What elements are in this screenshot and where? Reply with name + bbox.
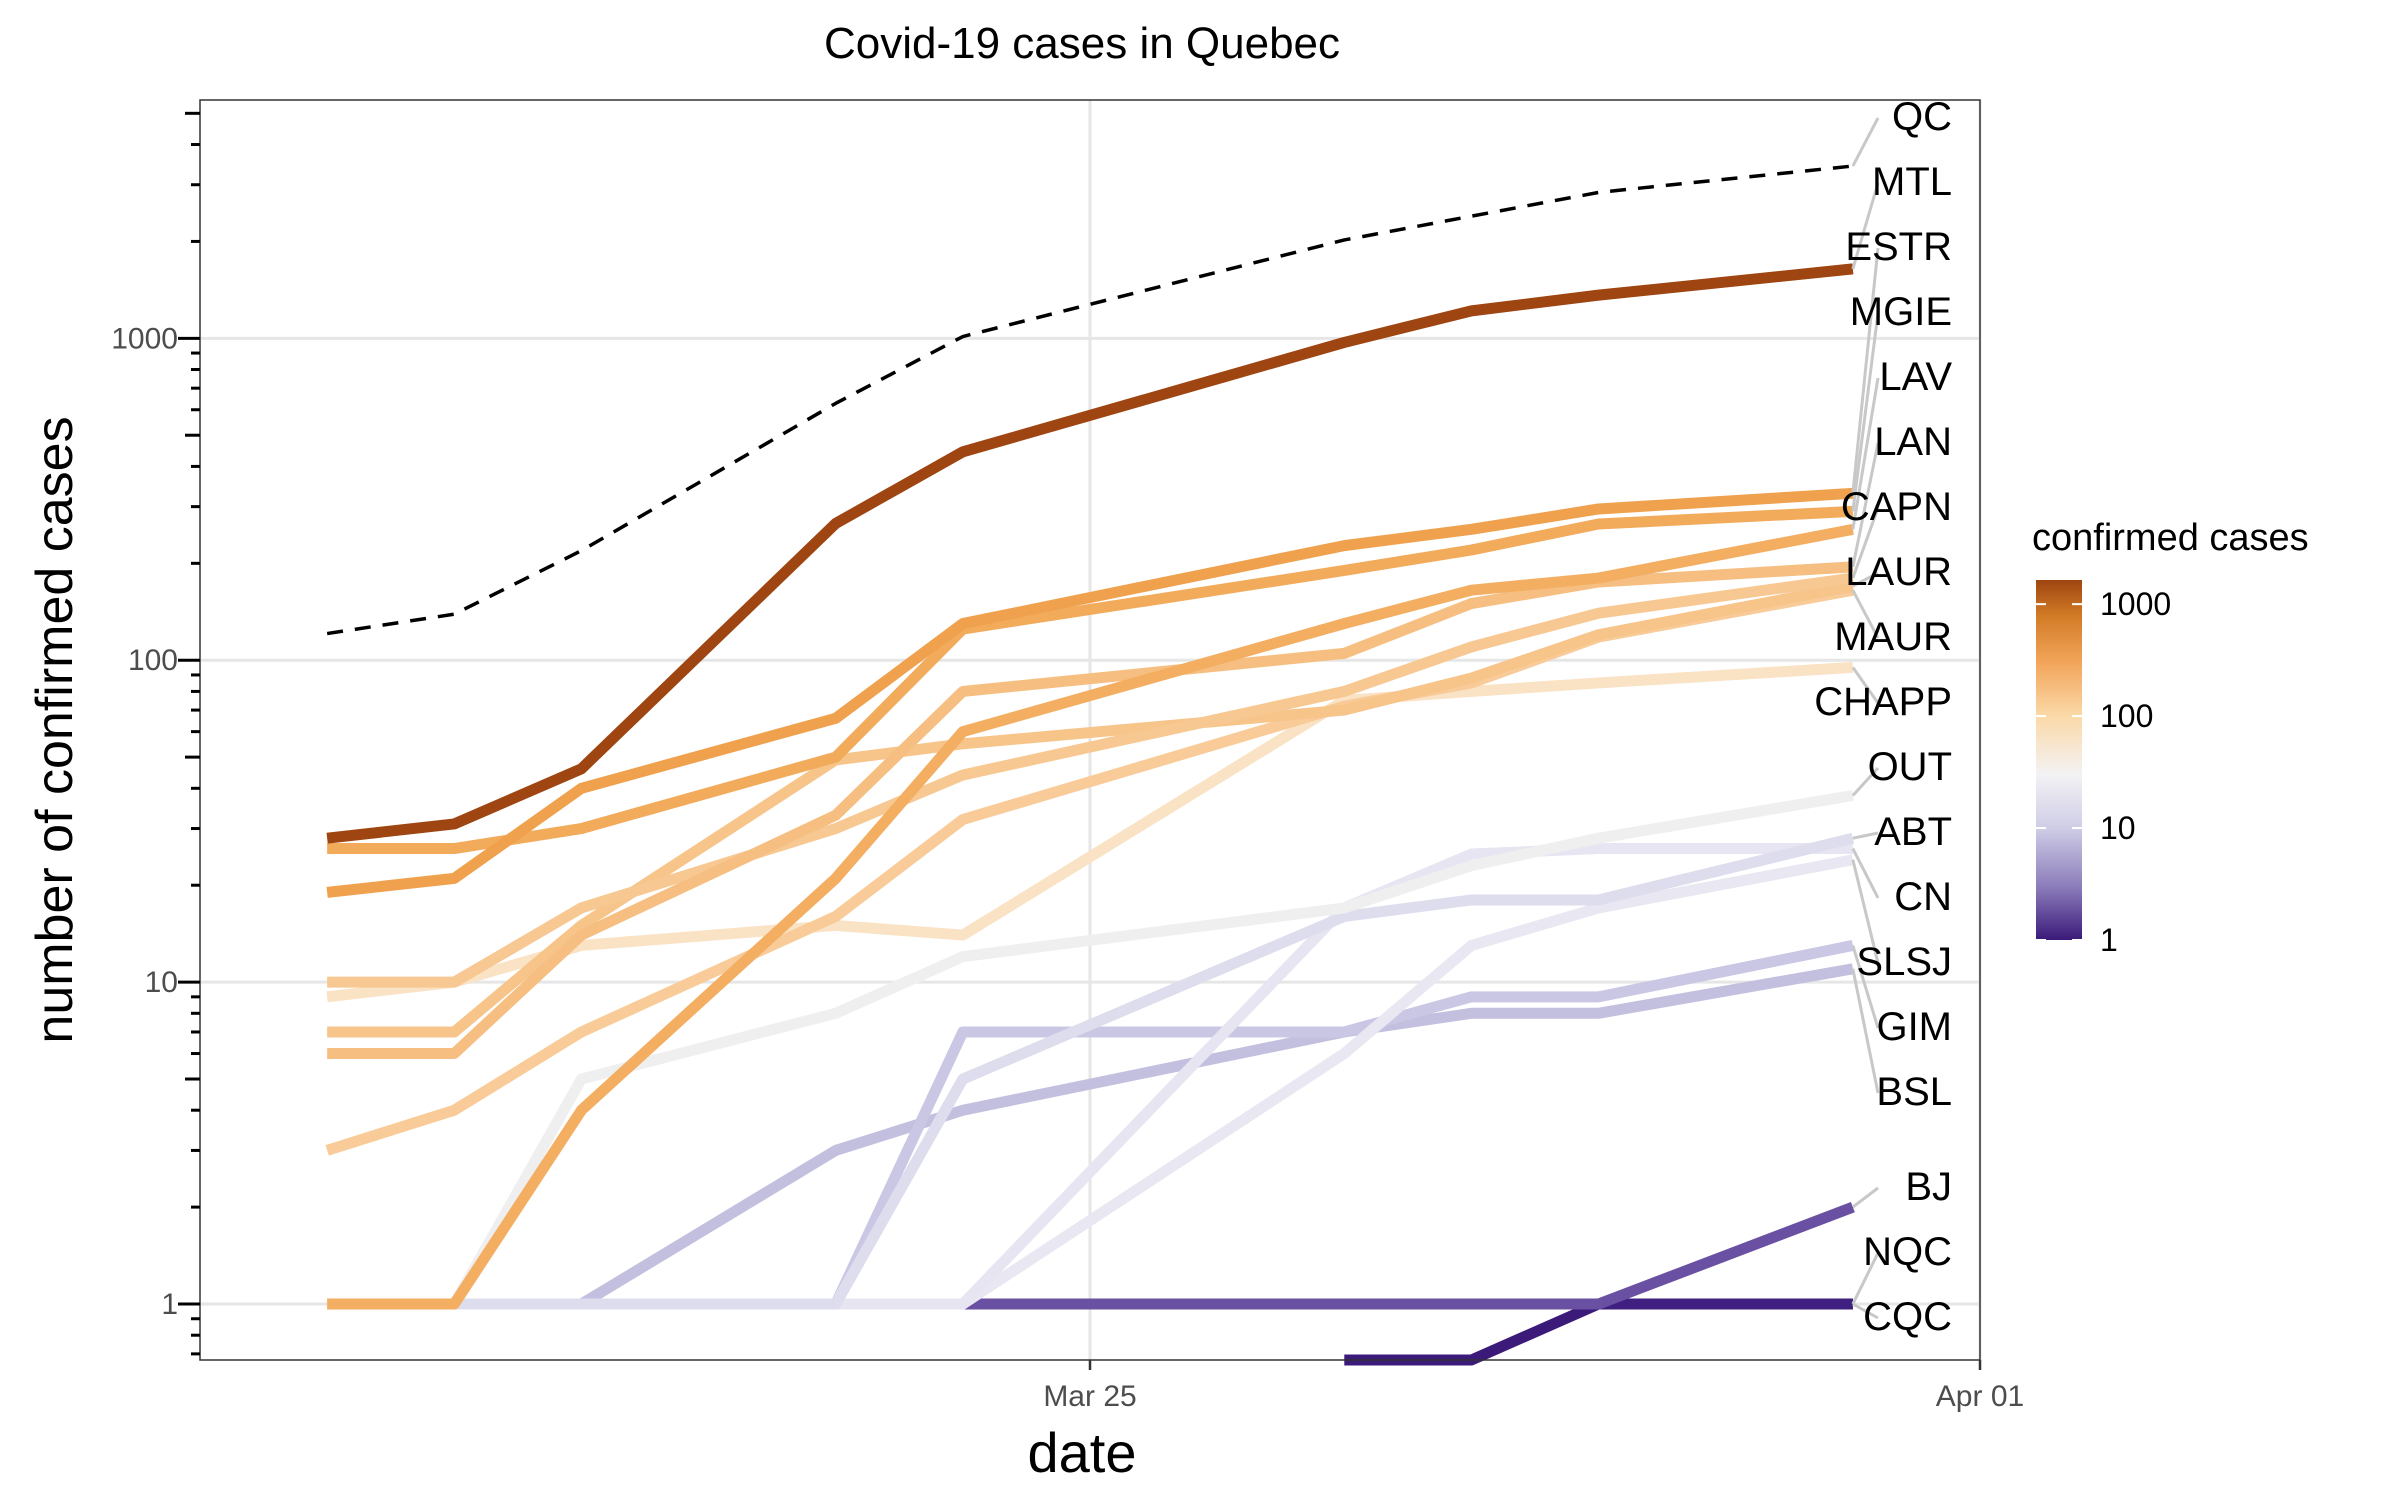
label-leader-lines xyxy=(1851,117,1880,1320)
legend-tick-label: 1000 xyxy=(2100,586,2171,622)
series-labels: QC MTL ESTR MGIE LAV LAN CAPN LAUR MAUR CHAPP OUT A… xyxy=(1814,95,1952,1339)
y-tick-label: 1000 xyxy=(111,322,178,355)
series-line-path xyxy=(326,661,1854,1003)
series-line-path xyxy=(326,164,1854,636)
leader-line xyxy=(1852,831,1879,840)
series-label-estr: ESTR xyxy=(1845,225,1952,269)
leader-line xyxy=(1851,117,1880,167)
legend-tick-label: 1 xyxy=(2100,922,2118,958)
y-tick-label: 100 xyxy=(128,644,178,677)
series-line-path xyxy=(327,561,1854,1060)
series-label-cqc: CQC xyxy=(1863,1295,1952,1339)
series-line-estr xyxy=(326,487,1854,898)
leader-line xyxy=(1851,847,1880,899)
y-tick-label: 1 xyxy=(161,1288,178,1321)
leader-line xyxy=(1851,968,1880,1094)
leader-line xyxy=(1851,442,1880,568)
x-axis: Mar 25 Apr 01 xyxy=(1043,1360,2024,1413)
legend-colorbar: 1000 100 10 1 xyxy=(2036,580,2171,958)
leader-line xyxy=(1852,571,1879,588)
series-label-laur: LAUR xyxy=(1845,550,1952,594)
leader-line xyxy=(1851,1186,1879,1209)
series-label-mtl: MTL xyxy=(1872,160,1952,204)
leader-line xyxy=(1851,377,1880,530)
leader-line xyxy=(1851,589,1880,639)
series-label-slsj: SLSJ xyxy=(1856,940,1952,984)
legend-tick-label: 100 xyxy=(2100,698,2153,734)
series-line-lav xyxy=(327,523,1854,1310)
series-label-mgie: MGIE xyxy=(1850,290,1952,334)
series-label-lan: LAN xyxy=(1874,420,1952,464)
y-axis: 1 10 100 1000 xyxy=(111,111,200,1356)
series-line-capn xyxy=(327,572,1854,988)
leader-line xyxy=(1851,507,1880,579)
x-tick-label: Apr 01 xyxy=(1936,1380,2024,1413)
y-tick-label: 10 xyxy=(145,966,178,999)
series-label-bj: BJ xyxy=(1905,1165,1952,1209)
legend-tick-label: 10 xyxy=(2100,810,2136,846)
series-label-gim: GIM xyxy=(1876,1005,1952,1049)
series-label-nqc: NQC xyxy=(1863,1230,1952,1274)
series-label-qc: QC xyxy=(1892,95,1952,139)
leader-line xyxy=(1851,766,1880,797)
legend-gradient xyxy=(2036,580,2082,940)
series-label-chapp: CHAPP xyxy=(1814,680,1952,724)
leader-line xyxy=(1851,1252,1880,1305)
series-label-bsl: BSL xyxy=(1876,1070,1952,1114)
legend-title: confirmed cases xyxy=(2032,517,2309,559)
series-label-capn: CAPN xyxy=(1841,485,1952,529)
series-line-path xyxy=(327,523,1854,1310)
series-line-laur xyxy=(327,580,1854,1038)
series-line-lan xyxy=(327,561,1854,1060)
series-label-lav: LAV xyxy=(1879,355,1952,399)
series-label-abt: ABT xyxy=(1874,810,1952,854)
leader-line xyxy=(1851,247,1880,494)
series-line-path xyxy=(327,580,1854,1038)
series-label-maur: MAUR xyxy=(1834,615,1952,659)
series-line-qc xyxy=(326,164,1854,636)
leader-line xyxy=(1852,1302,1879,1320)
x-tick-label: Mar 25 xyxy=(1043,1380,1136,1413)
leader-line xyxy=(1851,859,1880,964)
series-line-path xyxy=(327,572,1854,988)
series-line-path xyxy=(327,790,1854,1310)
series-line-abt xyxy=(327,832,1855,1310)
legend: confirmed cases 1000 100 10 1 xyxy=(2032,517,2309,958)
leader-line xyxy=(1851,312,1880,512)
series-line-chapp xyxy=(326,661,1854,1003)
x-axis-label: date xyxy=(1028,1421,1137,1484)
series-label-out: OUT xyxy=(1868,745,1952,789)
series-line-path xyxy=(326,263,1854,844)
series-line-mtl xyxy=(326,263,1854,844)
series-lines xyxy=(325,164,1855,1366)
leader-line xyxy=(1851,945,1880,1029)
leader-line xyxy=(1851,666,1880,704)
leader-line xyxy=(1851,182,1880,270)
y-axis-label: number of confirmed cases xyxy=(26,416,84,1043)
chart-title: Covid-19 cases in Quebec xyxy=(824,19,1340,68)
series-line-out xyxy=(327,790,1854,1310)
series-label-cn: CN xyxy=(1894,875,1952,919)
series-line-path xyxy=(326,487,1854,898)
series-line-path xyxy=(327,832,1855,1310)
